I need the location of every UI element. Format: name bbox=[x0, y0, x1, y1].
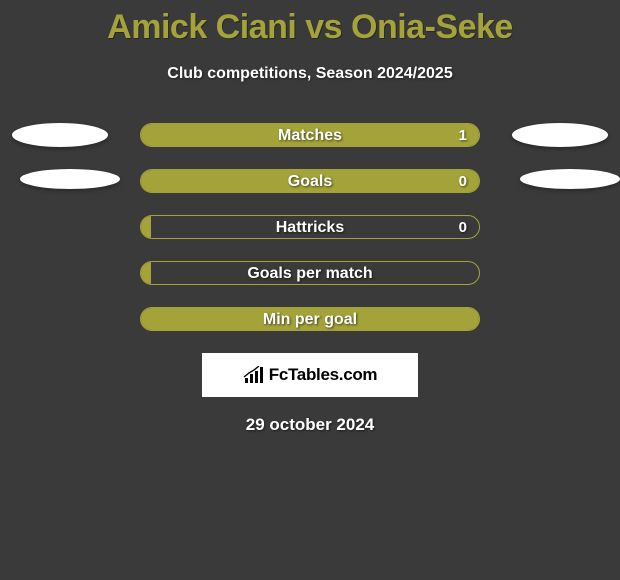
stat-value: 0 bbox=[459, 170, 467, 193]
stat-label: Min per goal bbox=[141, 308, 479, 331]
stat-row: Hattricks 0 bbox=[0, 215, 620, 239]
stat-row: Min per goal bbox=[0, 307, 620, 331]
stat-bar: Matches 1 bbox=[140, 123, 480, 147]
stat-value: 1 bbox=[459, 124, 467, 147]
stat-bar: Goals per match bbox=[140, 261, 480, 285]
subtitle: Club competitions, Season 2024/2025 bbox=[0, 65, 620, 83]
date-label: 29 october 2024 bbox=[0, 415, 620, 435]
stat-label: Goals per match bbox=[141, 262, 479, 285]
stat-label: Goals bbox=[141, 170, 479, 193]
stat-bar: Goals 0 bbox=[140, 169, 480, 193]
stat-value: 0 bbox=[459, 216, 467, 239]
stat-row: Goals per match bbox=[0, 261, 620, 285]
stat-bar: Hattricks 0 bbox=[140, 215, 480, 239]
stat-rows: Matches 1 Goals 0 Hattricks 0 Goals per … bbox=[0, 123, 620, 331]
chart-icon bbox=[243, 366, 265, 384]
stat-row: Matches 1 bbox=[0, 123, 620, 147]
logo-text: FcTables.com bbox=[269, 365, 378, 385]
stat-bar: Min per goal bbox=[140, 307, 480, 331]
stat-label: Matches bbox=[141, 124, 479, 147]
stat-label: Hattricks bbox=[141, 216, 479, 239]
page-title: Amick Ciani vs Onia-Seke bbox=[0, 0, 620, 47]
stat-row: Goals 0 bbox=[0, 169, 620, 193]
fctables-logo[interactable]: FcTables.com bbox=[202, 353, 418, 397]
